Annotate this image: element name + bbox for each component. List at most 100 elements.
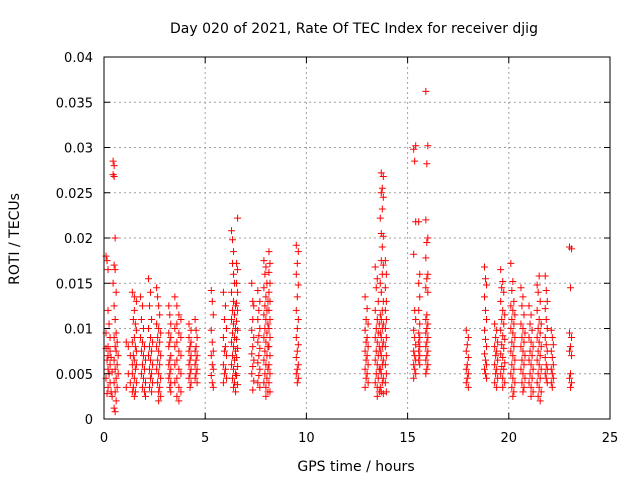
data-point xyxy=(491,379,499,387)
data-point xyxy=(147,288,155,296)
data-point xyxy=(424,334,432,342)
data-point xyxy=(254,286,262,294)
data-point xyxy=(379,172,387,180)
data-point xyxy=(509,329,517,337)
data-point xyxy=(173,356,181,364)
data-point xyxy=(106,347,114,355)
data-point xyxy=(231,311,239,319)
data-point xyxy=(155,397,163,405)
data-point xyxy=(568,245,576,253)
data-point xyxy=(292,353,300,361)
data-point xyxy=(521,329,529,337)
data-point xyxy=(361,347,369,355)
data-point xyxy=(177,352,185,360)
data-point xyxy=(112,374,120,382)
data-point xyxy=(263,329,271,337)
y-tick-label: 0.005 xyxy=(56,368,93,383)
data-point xyxy=(185,334,193,342)
data-point xyxy=(147,374,155,382)
data-point xyxy=(146,302,154,310)
data-point xyxy=(518,302,526,310)
data-point xyxy=(110,302,118,310)
data-point xyxy=(255,306,263,314)
data-point xyxy=(497,326,505,334)
data-point xyxy=(110,162,118,170)
data-point xyxy=(424,270,432,278)
data-point xyxy=(249,297,257,305)
data-point xyxy=(265,288,273,296)
data-point xyxy=(500,365,508,373)
data-point xyxy=(536,374,544,382)
data-point xyxy=(547,365,555,373)
data-point xyxy=(221,343,229,351)
data-point xyxy=(165,361,173,369)
data-point xyxy=(527,361,535,369)
x-tick-label: 5 xyxy=(201,431,209,446)
data-point xyxy=(517,365,525,373)
data-point xyxy=(518,356,526,364)
data-point xyxy=(167,334,175,342)
data-point xyxy=(173,302,181,310)
data-point xyxy=(521,374,529,382)
data-point xyxy=(103,356,111,364)
data-point xyxy=(209,365,217,373)
data-point xyxy=(509,392,517,400)
data-point xyxy=(156,361,164,369)
data-point xyxy=(110,379,118,387)
data-point xyxy=(234,266,242,274)
data-point xyxy=(535,338,543,346)
data-point xyxy=(208,297,216,305)
data-point xyxy=(567,370,575,378)
data-point xyxy=(111,388,119,396)
data-point xyxy=(543,325,551,332)
data-point xyxy=(148,388,156,396)
axis-ticks: 0 5 10 15 20 25 0 0.005 0.01 0.015 0.02 0.025 0.03 0.… xyxy=(56,51,618,446)
data-point xyxy=(423,275,431,283)
data-point xyxy=(422,370,430,378)
data-point xyxy=(207,286,215,294)
data-point xyxy=(157,329,165,337)
data-points xyxy=(102,87,576,416)
data-point xyxy=(415,356,423,364)
data-point xyxy=(229,352,237,360)
data-point xyxy=(131,343,139,351)
data-point xyxy=(463,361,471,369)
data-point xyxy=(262,383,270,391)
data-point xyxy=(148,347,156,355)
data-point xyxy=(379,374,387,382)
data-point xyxy=(525,302,533,310)
data-point xyxy=(106,361,114,369)
data-point xyxy=(491,343,499,351)
data-point xyxy=(228,227,236,235)
data-point xyxy=(264,320,272,328)
data-point xyxy=(517,320,525,328)
data-point xyxy=(157,352,165,360)
data-point xyxy=(371,306,379,314)
data-point xyxy=(192,370,200,378)
data-point xyxy=(248,326,256,334)
data-point xyxy=(266,370,274,378)
data-point xyxy=(534,288,542,296)
data-point xyxy=(376,311,384,319)
data-point xyxy=(379,356,387,364)
data-point xyxy=(422,87,430,95)
data-point xyxy=(110,356,118,364)
data-point xyxy=(510,365,518,373)
y-tick-label: 0.015 xyxy=(56,277,93,292)
data-point xyxy=(230,365,238,373)
data-point xyxy=(219,334,227,342)
data-point xyxy=(110,404,118,412)
data-point xyxy=(499,306,507,314)
data-point xyxy=(112,329,120,337)
data-point xyxy=(173,374,181,382)
data-point xyxy=(165,343,173,351)
data-point xyxy=(230,297,238,305)
data-point xyxy=(103,257,111,265)
data-point xyxy=(171,361,179,369)
data-point xyxy=(193,352,201,360)
data-point xyxy=(416,320,424,328)
data-point xyxy=(266,315,274,323)
data-point xyxy=(185,347,193,355)
data-point xyxy=(362,356,370,364)
